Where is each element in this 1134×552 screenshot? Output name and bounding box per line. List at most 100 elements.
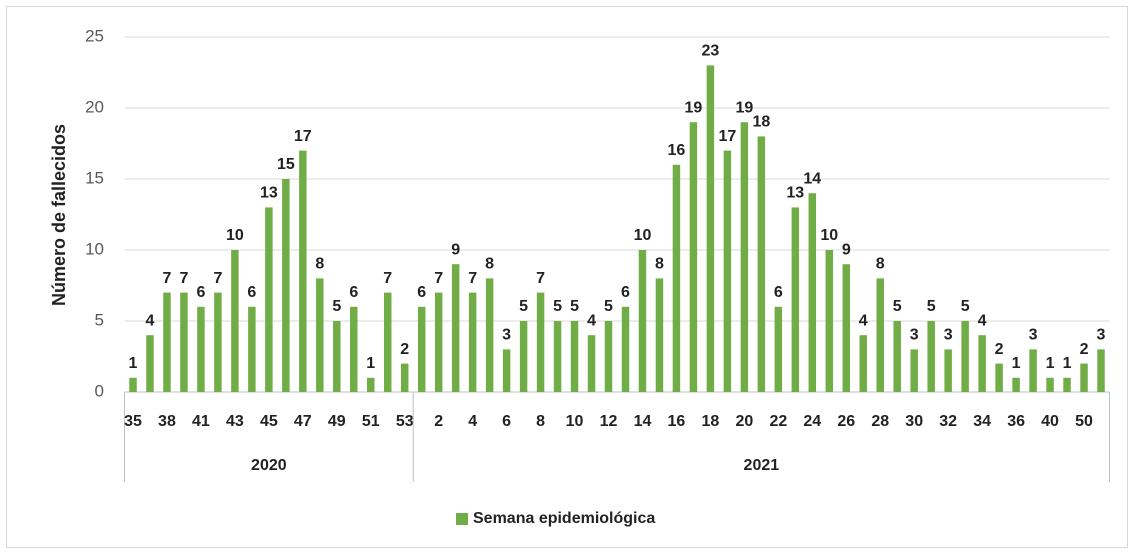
bar [367,377,375,392]
data-label: 10 [226,227,244,244]
data-label: 4 [859,312,868,329]
x-tick-label: 41 [192,413,210,430]
data-label: 18 [752,114,770,131]
data-label: 19 [685,99,703,116]
bar [842,264,851,392]
chart-border [6,6,1128,548]
y-tick-label: 15 [85,168,104,187]
data-label: 7 [383,270,392,287]
x-tick-label: 16 [668,413,686,430]
bar [214,292,222,392]
data-label: 1 [366,355,375,372]
data-label: 7 [179,270,188,287]
data-label: 7 [213,270,222,287]
data-label: 3 [1029,327,1038,344]
x-tick-label: 2 [434,413,443,430]
bar [553,321,562,392]
bar [333,321,341,392]
y-tick-label: 5 [95,310,104,329]
y-tick-label: 0 [95,381,104,400]
data-label: 3 [1097,327,1106,344]
bar [146,335,154,392]
data-label: 5 [927,298,936,315]
bar [1046,377,1054,392]
data-label: 23 [702,43,720,60]
x-tick-label: 30 [905,413,923,430]
bar [978,335,986,392]
data-label: 2 [400,341,409,358]
data-label: 3 [910,327,919,344]
group-label: 2021 [744,457,780,474]
bar [1012,377,1020,392]
data-label: 1 [1063,355,1072,372]
data-label: 7 [468,270,477,287]
bar [825,250,834,392]
bar [468,292,477,392]
x-tick-label: 36 [1007,413,1025,430]
bar [299,150,307,392]
bar [621,306,630,392]
data-label: 19 [735,99,753,116]
data-label: 6 [247,284,256,301]
x-tick-label: 49 [328,413,346,430]
data-label: 9 [451,241,460,258]
bar [502,349,511,392]
bar [689,122,698,392]
bar [417,306,426,392]
group-label: 2020 [251,457,287,474]
x-tick-label: 20 [735,413,753,430]
bar [961,321,969,392]
data-label: 7 [536,270,545,287]
x-tick-label: 4 [468,413,477,430]
x-tick-label: 38 [158,413,176,430]
bar [808,193,817,392]
data-label: 2 [1080,341,1089,358]
x-tick-label: 43 [226,413,244,430]
data-label: 6 [417,284,426,301]
bar [910,349,918,392]
bar [519,321,528,392]
bar [163,292,171,392]
data-label: 6 [774,284,783,301]
data-label: 8 [315,256,324,273]
legend-swatch [456,513,468,525]
bar [757,136,766,392]
bar [672,164,681,392]
x-tick-label: 35 [124,413,142,430]
bar [655,278,664,392]
data-label: 1 [129,355,138,372]
data-label: 13 [260,185,278,202]
data-label: 8 [655,256,664,273]
data-label: 5 [332,298,341,315]
y-axis-title: Número de fallecidos [49,124,69,306]
bar [434,292,443,392]
x-tick-label: 18 [702,413,720,430]
data-label: 1 [1046,355,1055,372]
data-label: 17 [718,128,736,145]
data-label: 10 [634,227,652,244]
y-tick-label: 25 [85,26,104,45]
data-label: 4 [978,312,987,329]
x-tick-label: 51 [362,413,380,430]
bar [350,306,358,392]
bar [1097,349,1105,392]
data-label: 8 [876,256,885,273]
data-label: 4 [146,312,155,329]
bar [451,264,460,392]
x-tick-label: 8 [536,413,545,430]
bar [638,250,647,392]
x-tick-label: 6 [502,413,511,430]
data-label: 17 [294,128,312,145]
bar [485,278,494,392]
y-tick-label: 20 [85,97,104,116]
bar [248,306,256,392]
bar [282,179,290,392]
bar [265,207,273,392]
data-label: 5 [553,298,562,315]
bar [791,207,800,392]
x-tick-label: 34 [973,413,991,430]
x-tick-label: 24 [803,413,821,430]
bar [570,321,579,392]
bar [129,377,137,392]
